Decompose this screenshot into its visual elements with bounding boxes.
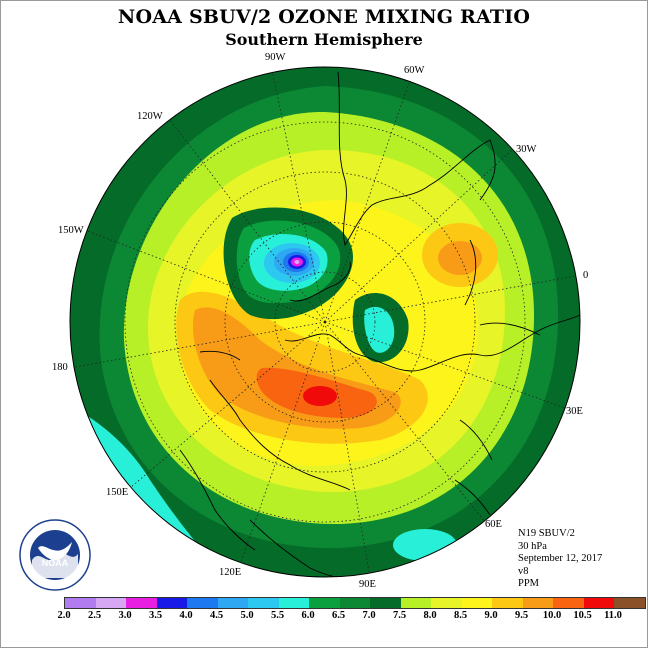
colorbar-swatch xyxy=(339,598,370,608)
logo-gull xyxy=(38,542,72,560)
colorbar-swatch xyxy=(126,598,157,608)
colorbar-swatch xyxy=(65,598,96,608)
colorbar-tick-label: 7.0 xyxy=(362,610,376,621)
lon-label-120w: 120W xyxy=(137,111,163,122)
colorbar-tick-label: 2.5 xyxy=(87,610,102,621)
meridian-90e xyxy=(324,321,371,577)
colorbar-swatch xyxy=(431,598,462,608)
meridian-60e xyxy=(324,321,486,523)
colorbar-ticks: 2.0 2.5 3.0 3.5 4.0 4.5 5.0 5.5 6.0 6.5 7.0 7.5 8.0 8… xyxy=(46,610,621,624)
meridian-30e xyxy=(324,321,566,409)
logo-wave xyxy=(32,552,78,578)
colorbar-swatch xyxy=(553,598,584,608)
meridian-0 xyxy=(324,274,580,323)
colorbar-tick-label: 10.5 xyxy=(573,610,592,621)
colorbar-swatch xyxy=(95,598,126,608)
lon-label-30e: 30E xyxy=(566,406,583,417)
vortex-5-5-east xyxy=(364,306,395,353)
colorbar-tick-label: 5.5 xyxy=(270,610,285,621)
coast-antarctica xyxy=(284,261,580,372)
colorbar-tick-label: 8.5 xyxy=(453,610,468,621)
colorbar-swatch xyxy=(461,598,492,608)
colorbar-swatch xyxy=(248,598,279,608)
meridian-120e xyxy=(239,321,326,566)
colorbar-swatch xyxy=(492,598,523,608)
info-level: 30 hPa xyxy=(518,540,547,552)
colorbar-tick-label: 10.0 xyxy=(542,610,562,621)
colorbar-tick-label: 6.5 xyxy=(331,610,346,621)
colorbar-swatch xyxy=(614,598,645,608)
colorbar-tick-label: 9.5 xyxy=(514,610,529,621)
colorbar-swatch xyxy=(400,598,431,608)
info-date: September 12, 2017 xyxy=(518,553,603,564)
map-title: NOAA SBUV/2 OZONE MIXING RATIO xyxy=(117,6,531,28)
field-10-5 xyxy=(303,386,337,406)
lon-label-150e: 150E xyxy=(106,487,128,498)
lon-label-150w: 150W xyxy=(58,225,84,236)
vortex-2-5 xyxy=(294,260,300,264)
lon-label-90e: 90E xyxy=(359,579,376,590)
colorbar-tick-label: 7.5 xyxy=(392,610,407,621)
colorbar-swatch xyxy=(278,598,309,608)
coast-antarctic-peninsula xyxy=(199,350,351,491)
colorbar-swatch xyxy=(522,598,553,608)
info-satellite: N19 SBUV/2 xyxy=(518,528,575,539)
colorbar-swatch xyxy=(370,598,401,608)
lat-circle-70s xyxy=(224,221,426,423)
coast-indian-ocean-islands xyxy=(454,419,493,516)
map-subtitle: Southern Hemisphere xyxy=(225,30,423,49)
coast-australia xyxy=(179,449,371,577)
lon-label-30w: 30W xyxy=(516,144,537,155)
meridian-120w xyxy=(169,119,326,323)
colorbar-tick-label: 2.0 xyxy=(57,610,71,621)
meridian-90w xyxy=(271,69,326,323)
lat-circle-60s xyxy=(174,171,476,473)
colorbar-tick-label: 3.5 xyxy=(148,610,163,621)
colorbar-swatch xyxy=(583,598,614,608)
lon-label-90w: 90W xyxy=(265,52,286,63)
noaa-logo: NOAA xyxy=(19,519,91,591)
colorbar-swatch xyxy=(217,598,248,608)
lat-circle-80s xyxy=(274,271,376,373)
colorbar xyxy=(64,597,646,609)
info-version: v8 xyxy=(518,565,529,577)
colorbar-tick-label: 6.0 xyxy=(301,610,315,621)
colorbar-swatch xyxy=(309,598,340,608)
lon-label-0: 0 xyxy=(583,270,588,281)
colorbar-tick-label: 3.0 xyxy=(118,610,132,621)
colorbar-tick-label: 4.0 xyxy=(179,610,193,621)
meridian-150w xyxy=(84,229,326,323)
graticule xyxy=(70,69,580,577)
field-9-5-east xyxy=(438,241,482,275)
map-border xyxy=(69,66,581,578)
coast-africa xyxy=(464,239,541,336)
colorbar-tick-label: 4.5 xyxy=(209,610,224,621)
lon-label-120e: 120E xyxy=(219,567,241,578)
ozone-field xyxy=(70,67,580,577)
lon-label-180: 180 xyxy=(52,362,68,373)
data-info-block: N19 SBUV/2 30 hPa September 12, 2017 v8 … xyxy=(518,528,602,591)
colorbar-tick-label: 9.0 xyxy=(484,610,498,621)
logo-text: NOAA xyxy=(42,558,69,568)
lat-circle-50s xyxy=(124,121,526,523)
meridian-60w xyxy=(324,79,411,323)
colorbar-swatch xyxy=(156,598,187,608)
colorbar-tick-label: 5.0 xyxy=(240,610,254,621)
colorbar-swatch xyxy=(187,598,218,608)
meridian-150e xyxy=(129,321,326,489)
lon-label-60e: 60E xyxy=(485,519,502,530)
colorbar-tick-label: 8.0 xyxy=(423,610,437,621)
lon-label-60w: 60W xyxy=(404,65,425,76)
info-units: PPM xyxy=(518,578,540,589)
colorbar-tick-label: 11.0 xyxy=(604,610,622,621)
